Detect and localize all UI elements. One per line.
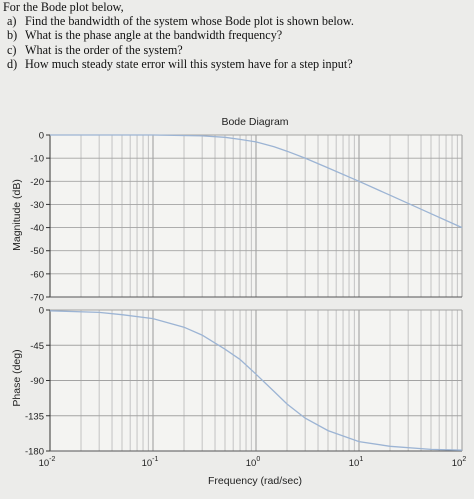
xtick-label: 10-1 [142,456,159,469]
magnitude-axis-label: Magnitude (dB) [11,179,23,251]
chart-title: Bode Diagram [221,116,288,128]
question-text: For the Bode plot below, a) Find the band… [3,0,469,71]
question-d-letter: d) [7,56,18,71]
question-b-text: What is the phase angle at the bandwidth… [25,28,283,43]
magnitude-ytick-label: -20 [30,177,44,188]
xtick-label: 10-2 [39,456,56,469]
xtick-label: 101 [349,456,364,469]
phase-ytick-label: -135 [25,411,44,422]
question-b-letter: b) [7,28,18,43]
xtick-label-base: 10 [349,458,360,469]
magnitude-curve [50,134,463,229]
xtick-label: 100 [246,456,261,469]
xtick-label-base: 10 [452,458,463,469]
frequency-axis-label: Frequency (rad/sec) [208,475,302,487]
magnitude-ytick-label: -40 [30,223,44,234]
question-d-text: How much steady state error will this sy… [25,56,353,71]
magnitude-ytick-label: -50 [30,246,44,257]
question-a-letter: a) [7,14,17,29]
question-c-text: What is the order of the system? [25,42,183,57]
xtick-label-base: 10 [39,458,50,469]
label-layer: 0-10-20-30-40-50-60-700-45-90-135-18010-… [25,131,466,470]
xtick-label-exponent: 2 [462,456,466,463]
curve-layer [49,134,463,451]
phase-ytick-label: -180 [25,447,44,458]
magnitude-ytick-label: -10 [30,154,44,165]
xtick-label-exponent: -1 [152,456,158,463]
magnitude-ytick-label: -70 [30,293,44,304]
question-intro: For the Bode plot below, [3,0,124,14]
phase-ytick-label: -90 [30,376,44,387]
grid-layer [49,134,463,452]
magnitude-ytick-label: -60 [30,269,44,280]
question-b: b) What is the phase angle at the bandwid… [3,28,469,42]
xtick-label-exponent: 1 [359,456,363,463]
xtick-label-base: 10 [246,458,257,469]
xtick-label-exponent: -2 [49,456,55,463]
question-a: a) Find the bandwidth of the system whose… [3,14,469,28]
magnitude-ytick-label: 0 [39,131,44,142]
phase-ytick-label: 0 [39,306,44,317]
xtick-label-exponent: 0 [256,456,260,463]
question-c-letter: c) [7,42,17,57]
xtick-label: 102 [452,456,467,469]
axes-layer [46,134,462,452]
question-c: c) What is the order of the system? [3,43,469,57]
phase-axis-label: Phase (deg) [11,349,23,406]
question-a-text: Find the bandwidth of the system whose B… [25,14,354,29]
xtick-label-base: 10 [142,458,153,469]
magnitude-ytick-label: -30 [30,200,44,211]
phase-ytick-label: -45 [30,341,44,352]
question-d: d) How much steady state error will this … [3,57,469,71]
phase-curve [49,310,463,451]
